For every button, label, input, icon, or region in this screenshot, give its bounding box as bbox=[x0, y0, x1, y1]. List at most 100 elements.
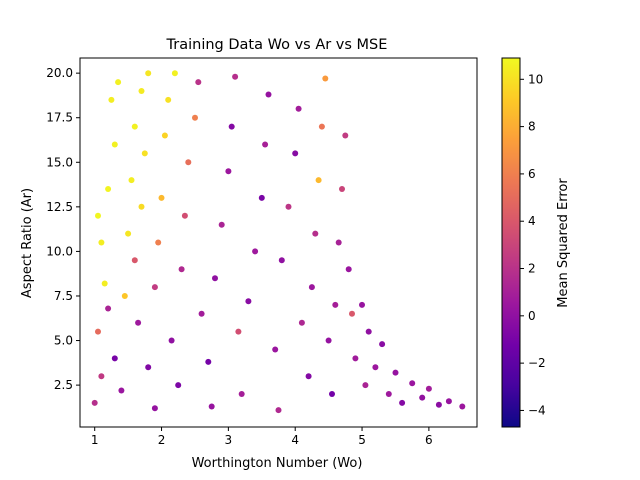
plot-area bbox=[79, 57, 478, 428]
data-point bbox=[121, 293, 128, 299]
y-tick-label: 10.0 bbox=[46, 244, 73, 258]
data-point bbox=[138, 88, 145, 94]
data-point bbox=[128, 177, 135, 184]
x-axis: 1 2 3 4 5 6 bbox=[91, 427, 433, 447]
data-point bbox=[272, 346, 279, 353]
data-point bbox=[151, 405, 158, 412]
data-point bbox=[329, 391, 335, 397]
data-point bbox=[195, 79, 202, 86]
data-point bbox=[151, 284, 158, 291]
data-point bbox=[258, 194, 265, 201]
y-tick-label: 15.0 bbox=[46, 155, 73, 169]
data-point bbox=[409, 380, 416, 387]
data-point bbox=[95, 212, 101, 219]
data-point bbox=[235, 328, 242, 335]
data-point bbox=[352, 355, 359, 362]
data-point bbox=[359, 301, 365, 308]
colorbar-tick-label: 8 bbox=[528, 120, 536, 134]
data-point bbox=[171, 70, 178, 77]
colorbar-tick-label: −2 bbox=[528, 356, 546, 370]
x-tick-label: 3 bbox=[225, 433, 233, 447]
y-tick-label: 7.5 bbox=[54, 289, 73, 303]
data-point bbox=[141, 150, 148, 157]
data-point bbox=[131, 123, 138, 130]
data-point bbox=[135, 319, 142, 326]
data-point bbox=[318, 123, 325, 130]
colorbar-tick-label: 6 bbox=[528, 167, 536, 181]
chart-title: Training Data Wo vs Ar vs MSE bbox=[166, 37, 388, 53]
data-point bbox=[278, 257, 285, 264]
data-point bbox=[365, 328, 372, 335]
plot-background bbox=[80, 58, 477, 427]
data-point bbox=[312, 230, 319, 237]
data-point bbox=[435, 401, 442, 408]
data-point bbox=[228, 123, 235, 130]
y-tick-label: 17.5 bbox=[46, 111, 73, 125]
colorbar-tick-label: 10 bbox=[528, 72, 543, 86]
y-tick-label: 5.0 bbox=[54, 334, 73, 348]
data-point bbox=[125, 230, 132, 237]
plot-frame bbox=[79, 57, 478, 428]
data-point bbox=[322, 75, 329, 82]
data-point bbox=[332, 301, 339, 308]
data-point bbox=[265, 91, 272, 98]
data-point bbox=[275, 407, 282, 414]
data-point bbox=[192, 114, 198, 121]
data-point bbox=[98, 373, 105, 380]
data-point bbox=[445, 398, 452, 405]
data-point bbox=[392, 369, 399, 376]
y-axis: 2.5 5.0 7.5 10.0 12.5 15.0 17.5 20.0 bbox=[46, 66, 80, 392]
data-point bbox=[285, 203, 292, 210]
data-point bbox=[238, 391, 245, 397]
data-point bbox=[111, 355, 118, 362]
data-point bbox=[161, 132, 168, 139]
data-point bbox=[178, 266, 185, 273]
x-axis-label: Worthington Number (Wo) bbox=[192, 456, 363, 471]
data-point bbox=[335, 239, 342, 246]
colorbar-tick-label: 2 bbox=[528, 262, 536, 276]
x-tick-label: 4 bbox=[291, 433, 299, 447]
data-point bbox=[105, 186, 112, 192]
data-point bbox=[292, 150, 299, 157]
data-points bbox=[91, 70, 466, 414]
x-tick-label: 6 bbox=[425, 433, 433, 447]
data-point bbox=[345, 266, 352, 273]
data-point bbox=[131, 257, 138, 264]
data-point bbox=[158, 194, 165, 201]
data-point bbox=[175, 382, 182, 389]
data-point bbox=[98, 239, 105, 246]
data-point bbox=[205, 358, 212, 365]
x-tick-label: 1 bbox=[91, 433, 99, 447]
colorbar-tick-label: 4 bbox=[528, 214, 536, 228]
data-point bbox=[181, 212, 188, 219]
colorbar-tick-label: −4 bbox=[528, 403, 546, 417]
data-point bbox=[425, 385, 432, 392]
data-point bbox=[168, 337, 175, 344]
data-point bbox=[101, 280, 108, 287]
data-point bbox=[212, 275, 218, 282]
y-axis-label: Aspect Ratio (Ar) bbox=[20, 188, 35, 298]
data-point bbox=[385, 391, 392, 397]
y-tick-label: 12.5 bbox=[46, 200, 73, 214]
data-point bbox=[138, 203, 145, 210]
data-point bbox=[232, 73, 239, 80]
colorbar: −4 −2 0 2 4 6 8 10 bbox=[501, 57, 546, 428]
data-point bbox=[198, 310, 205, 317]
colorbar-label: Mean Squared Error bbox=[556, 178, 571, 308]
colorbar-ticks: −4 −2 0 2 4 6 8 10 bbox=[520, 72, 546, 417]
data-point bbox=[419, 394, 426, 401]
data-point bbox=[218, 221, 225, 228]
data-point bbox=[185, 159, 192, 166]
y-tick-label: 20.0 bbox=[46, 66, 73, 80]
data-point bbox=[342, 132, 349, 139]
data-point bbox=[362, 382, 369, 389]
data-point bbox=[95, 328, 101, 335]
data-point bbox=[245, 298, 252, 305]
data-point bbox=[379, 341, 386, 348]
data-point bbox=[208, 403, 215, 410]
data-point bbox=[372, 364, 379, 371]
y-tick-label: 2.5 bbox=[54, 378, 73, 392]
data-point bbox=[308, 284, 315, 291]
data-point bbox=[262, 141, 269, 148]
